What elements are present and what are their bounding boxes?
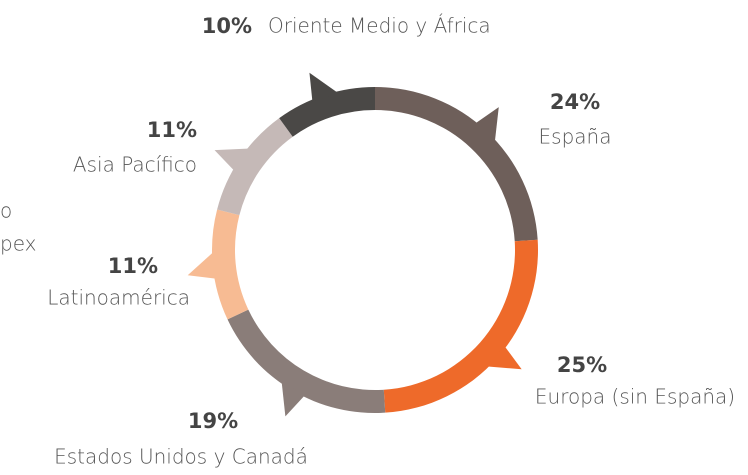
segment-pointer [309,72,339,102]
category-label: Oriente Medio y África [268,14,491,38]
category-label: Estados Unidos y Canadá [54,445,308,469]
donut-segment [279,87,375,137]
value-label: 19% [188,409,238,433]
segment-pointer [187,251,217,279]
value-label: 11% [147,118,197,142]
value-label: 10% [202,14,252,38]
cropped-text: pex [0,232,36,256]
segment-pointer [474,107,499,143]
value-label: 24% [550,90,600,114]
donut-segment [217,118,293,216]
value-label: 11% [108,254,158,278]
category-label: España [539,125,612,149]
segment-pointer [486,345,522,370]
segment-pointer [281,381,306,417]
category-label: Latinoamérica [47,286,190,310]
category-label: Europa (sin España) [535,385,735,409]
donut-segment [383,239,538,413]
donut-segment [375,87,538,242]
cropped-text: o [0,199,12,223]
segment-pointer [214,148,251,172]
category-label: Asia Pacífico [73,153,197,177]
value-label: 25% [557,353,607,377]
donut-segment [227,309,386,413]
donut-segment [212,209,249,320]
